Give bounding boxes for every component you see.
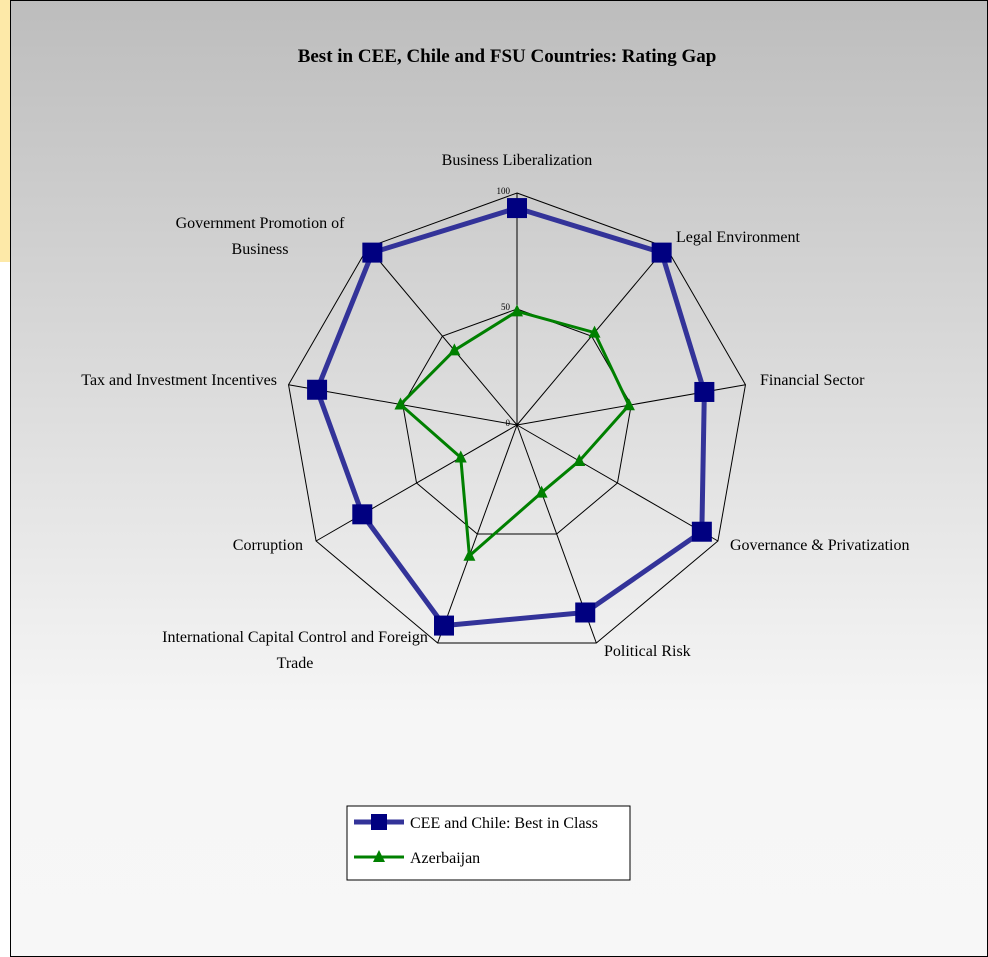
category-label: Financial Sector <box>760 372 865 389</box>
axis-spoke <box>516 424 719 542</box>
marker <box>454 450 467 463</box>
marker <box>651 242 672 263</box>
series-line <box>398 309 631 559</box>
marker <box>535 485 548 498</box>
grid-ring <box>288 192 746 644</box>
axis-spoke <box>437 424 518 644</box>
category-label: Governance & Privatization <box>730 537 910 554</box>
marker <box>575 602 596 623</box>
marker <box>573 453 586 466</box>
tick-label: 50 <box>501 302 511 312</box>
series-line <box>314 205 707 629</box>
legend-label: Azerbaijan <box>410 850 480 867</box>
marker <box>622 398 635 411</box>
legend-marker <box>373 850 385 862</box>
category-label: Political Risk <box>604 643 691 660</box>
legend-label: CEE and Chile: Best in Class <box>410 815 598 832</box>
marker <box>394 397 407 410</box>
marker <box>352 504 373 525</box>
tick-label: 100 <box>497 186 511 196</box>
marker <box>448 343 461 356</box>
tick-label: 0 <box>506 418 511 428</box>
marker <box>362 242 383 263</box>
category-label: International Capital Control and Foreig… <box>162 629 428 672</box>
chart-title: Best in CEE, Chile and FSU Countries: Ra… <box>298 46 717 67</box>
marker <box>507 198 527 219</box>
category-label: Government Promotion of Business <box>175 215 345 258</box>
marker <box>588 325 601 338</box>
marker <box>511 304 523 317</box>
marker <box>433 615 454 636</box>
marker <box>463 548 476 561</box>
category-label: Corruption <box>232 537 303 554</box>
axis-spoke <box>315 424 518 542</box>
marker <box>691 521 712 542</box>
category-label: Business Liberalization <box>441 152 593 169</box>
legend-marker <box>371 814 387 830</box>
marker <box>694 381 715 402</box>
category-label: Tax and Investment Incentives <box>81 372 277 389</box>
axis-spoke <box>367 246 518 426</box>
marker <box>307 379 328 400</box>
chart-frame <box>10 0 988 957</box>
category-label: Legal Environment <box>676 229 800 246</box>
legend-box <box>346 805 631 881</box>
